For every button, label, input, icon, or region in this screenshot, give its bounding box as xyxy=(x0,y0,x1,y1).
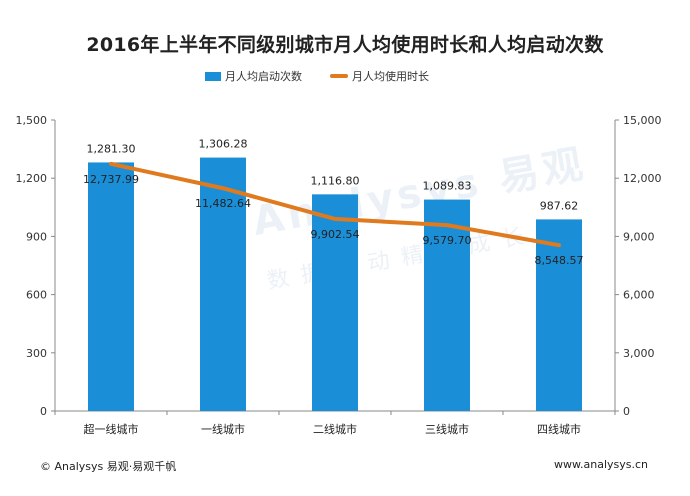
line-point xyxy=(109,162,113,166)
bar xyxy=(536,219,582,411)
bar-data-label: 1,116.80 xyxy=(311,174,360,187)
x-tick-label: 一线城市 xyxy=(201,422,245,436)
line-point xyxy=(557,243,561,247)
y-tick-label-right: 15,000 xyxy=(623,114,662,127)
bar xyxy=(424,199,470,411)
line-data-label: 11,482.64 xyxy=(195,197,251,210)
y-tick-label-left: 1,500 xyxy=(16,114,48,127)
legend-item-bar: 月人均启动次数 xyxy=(205,68,302,84)
line-point xyxy=(221,186,225,190)
legend-swatch-bar xyxy=(205,71,221,81)
bar xyxy=(88,162,134,411)
bar xyxy=(200,157,246,411)
x-tick-label: 二线城市 xyxy=(313,422,357,436)
y-tick-label-left: 600 xyxy=(26,289,47,302)
line-point xyxy=(445,223,449,227)
legend-item-line: 月人均使用时长 xyxy=(330,68,429,84)
footer-website: www.analysys.cn xyxy=(554,458,648,471)
y-tick-label-left: 300 xyxy=(26,347,47,360)
y-tick-label-right: 12,000 xyxy=(623,172,662,185)
x-tick-label: 四线城市 xyxy=(537,422,581,436)
y-tick-label-right: 3,000 xyxy=(623,347,655,360)
line-data-label: 9,902.54 xyxy=(311,228,360,241)
legend: 月人均启动次数 月人均使用时长 xyxy=(0,68,690,84)
y-tick-label-right: 0 xyxy=(623,405,630,418)
y-tick-label-left: 0 xyxy=(40,405,47,418)
legend-label-bar: 月人均启动次数 xyxy=(225,70,302,83)
line-point xyxy=(333,217,337,221)
legend-label-line: 月人均使用时长 xyxy=(352,70,429,83)
x-tick-label: 超一线城市 xyxy=(84,422,139,436)
chart-title: 2016年上半年不同级别城市月人均使用时长和人均启动次数 xyxy=(86,34,604,56)
footer-copyright: © Analysys 易观·易观千帆 xyxy=(40,460,177,473)
y-tick-label-right: 9,000 xyxy=(623,230,655,243)
y-tick-label-left: 1,200 xyxy=(16,172,48,185)
line-data-label: 9,579.70 xyxy=(423,234,472,247)
bar-data-label: 987.62 xyxy=(540,199,579,212)
y-tick-label-left: 900 xyxy=(26,230,47,243)
line-data-label: 8,548.57 xyxy=(535,254,584,267)
bar-data-label: 1,281.30 xyxy=(87,142,136,155)
legend-swatch-line xyxy=(330,74,348,78)
bar-data-label: 1,306.28 xyxy=(199,138,248,151)
y-tick-label-right: 6,000 xyxy=(623,289,655,302)
line-data-label: 12,737.99 xyxy=(83,173,139,186)
x-tick-label: 三线城市 xyxy=(425,422,469,436)
bar xyxy=(312,194,358,411)
bar-data-label: 1,089.83 xyxy=(423,180,472,193)
